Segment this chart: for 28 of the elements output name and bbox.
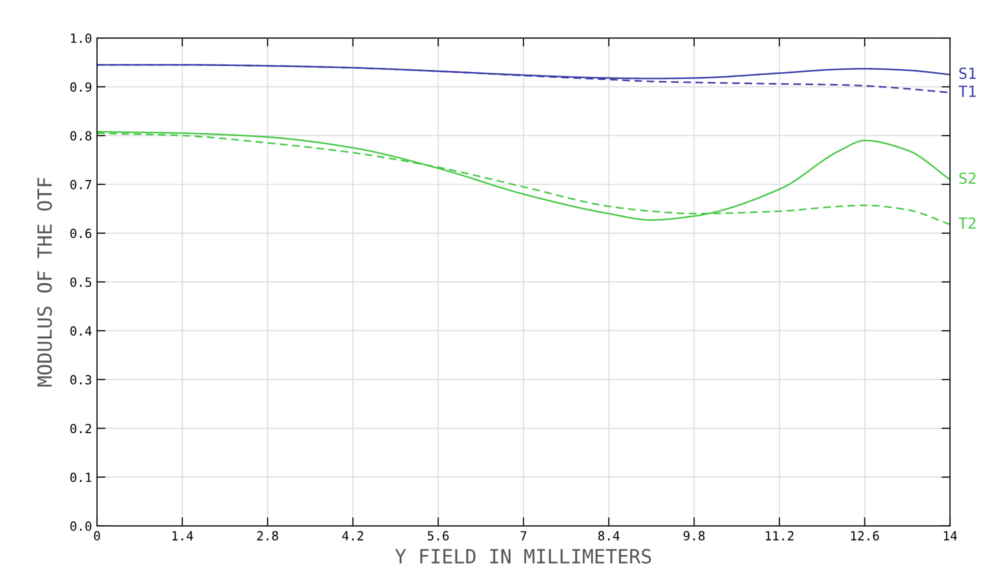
y-tick-label: 1.0 (71, 34, 92, 43)
x-tick-label: 9.8 (684, 531, 705, 540)
y-tick-label: 0.4 (70, 326, 92, 336)
y-tick-label: 0.8 (70, 131, 92, 141)
y-tick-label: 0.2 (70, 424, 92, 434)
x-tick-label: 5.6 (428, 531, 449, 540)
series-label: S2 (959, 172, 976, 184)
x-tick-label: 1.4 (172, 531, 193, 540)
y-tick-label: 0.9 (70, 82, 92, 92)
x-tick-label: 2.8 (257, 531, 278, 540)
series-label: T1 (958, 86, 976, 97)
y-tick-label: 0.1 (70, 472, 92, 482)
x-tick-label: 11.2 (766, 531, 794, 540)
x-axis-title: Y FIELD IN MILLIMETERS (395, 548, 651, 564)
y-tick-label: 0.5 (70, 277, 92, 287)
series-label: S1 (959, 68, 976, 80)
y-tick-label: 0.0 (70, 521, 92, 531)
x-tick-label: 7 (520, 531, 526, 540)
y-tick-label: 0.7 (70, 180, 92, 190)
y-tick-label: 0.6 (70, 228, 92, 238)
series-label: T2 (958, 217, 976, 229)
y-axis-title: MODULUS OF THE OTF (37, 178, 52, 386)
x-tick-label: 4.2 (342, 531, 364, 540)
x-tick-label: 0 (94, 531, 100, 540)
x-tick-label: 12.6 (851, 531, 879, 540)
x-tick-label: 14 (944, 531, 957, 540)
x-tick-label: 8.4 (598, 531, 620, 540)
y-tick-label: 0.3 (70, 375, 92, 384)
